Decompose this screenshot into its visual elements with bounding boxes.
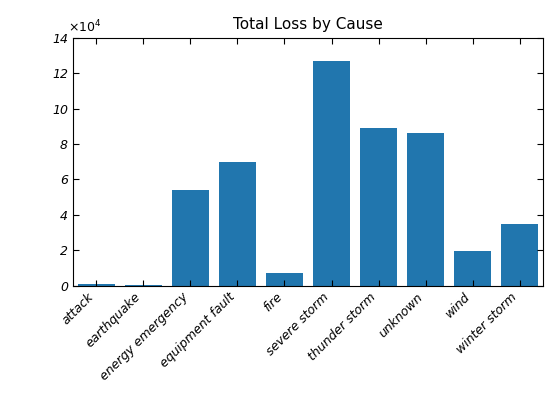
- Bar: [171, 190, 209, 286]
- Bar: [77, 284, 115, 286]
- Text: $\times10^4$: $\times10^4$: [68, 19, 101, 35]
- Title: Total Loss by Cause: Total Loss by Cause: [233, 18, 383, 32]
- Bar: [454, 251, 492, 286]
- Bar: [218, 162, 256, 286]
- Bar: [124, 285, 162, 286]
- Bar: [312, 61, 351, 286]
- Bar: [360, 128, 398, 286]
- Bar: [265, 273, 304, 286]
- Bar: [407, 134, 445, 286]
- Bar: [501, 223, 539, 286]
